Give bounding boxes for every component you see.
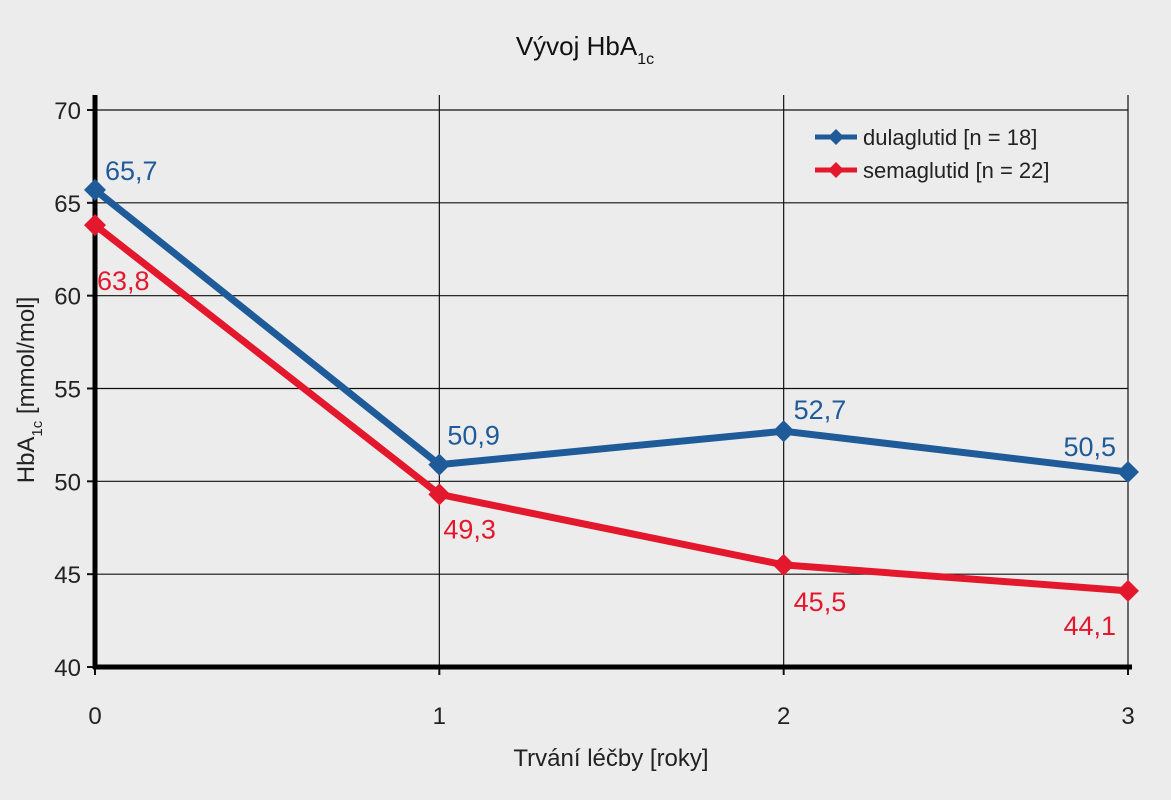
series-2-data-label: 45,5 — [794, 587, 847, 617]
series-2-point — [84, 214, 106, 237]
x-tick-label: 3 — [1121, 703, 1134, 730]
y-axis-label: HbA1c [mmol/mol] — [13, 297, 46, 484]
y-tick-label: 65 — [54, 191, 81, 218]
legend-label-2: semaglutid [n = 22] — [863, 158, 1050, 183]
legend: dulaglutid [n = 18] semaglutid [n = 22] — [815, 125, 1050, 183]
chart-title: Vývoj HbA1c — [516, 31, 654, 68]
series-2-data-label: 49,3 — [443, 514, 496, 544]
series-1-point — [1117, 461, 1139, 484]
legend-label-1: dulaglutid [n = 18] — [863, 125, 1037, 150]
series-2-point — [772, 553, 795, 576]
series-line-1 — [92, 187, 1129, 476]
data-series — [84, 178, 1139, 602]
y-tick-label: 50 — [54, 469, 81, 496]
series-1-data-label: 65,7 — [105, 156, 158, 186]
x-tick-label: 2 — [777, 703, 790, 730]
series-1-data-label: 50,9 — [447, 421, 500, 451]
y-tick-label: 70 — [54, 98, 81, 125]
x-axis-label: Trvání léčby [roky] — [513, 745, 708, 772]
grid-lines — [95, 95, 1129, 667]
legend-marker-1 — [828, 129, 844, 145]
y-tick-label: 40 — [54, 655, 81, 682]
x-tick-label: 1 — [433, 703, 446, 730]
series-2-point — [428, 483, 451, 506]
y-tick-label: 60 — [54, 284, 81, 311]
y-axis-label-main: HbA — [13, 437, 40, 484]
series-2-data-label: 44,1 — [1063, 611, 1116, 641]
series-2-data-label: 63,8 — [97, 266, 150, 296]
y-axis-label-unit: [mmol/mol] — [13, 297, 40, 421]
series-1-data-label: 50,5 — [1063, 432, 1116, 462]
data-labels: 65,7 50,9 52,7 50,5 63,8 49,3 45,5 44,1 — [97, 156, 1116, 641]
series-line-2 — [92, 222, 1129, 595]
series-1-point — [84, 178, 106, 201]
y-tick-labels: 40 45 50 55 60 65 70 — [54, 98, 81, 682]
series-1-point — [428, 453, 451, 476]
chart-title-subscript: 1c — [637, 51, 654, 68]
x-tick-labels: 0 1 2 3 — [88, 703, 1134, 730]
x-tick-label: 0 — [88, 703, 101, 730]
series-1-data-label: 52,7 — [794, 395, 847, 425]
series-1-point — [772, 420, 795, 443]
y-axis-label-subscript: 1c — [29, 420, 46, 436]
y-tick-label: 55 — [54, 377, 81, 404]
y-tick-label: 45 — [54, 562, 81, 589]
chart-title-main: Vývoj HbA — [516, 31, 638, 61]
legend-marker-2 — [828, 162, 844, 178]
series-2-point — [1117, 579, 1139, 602]
